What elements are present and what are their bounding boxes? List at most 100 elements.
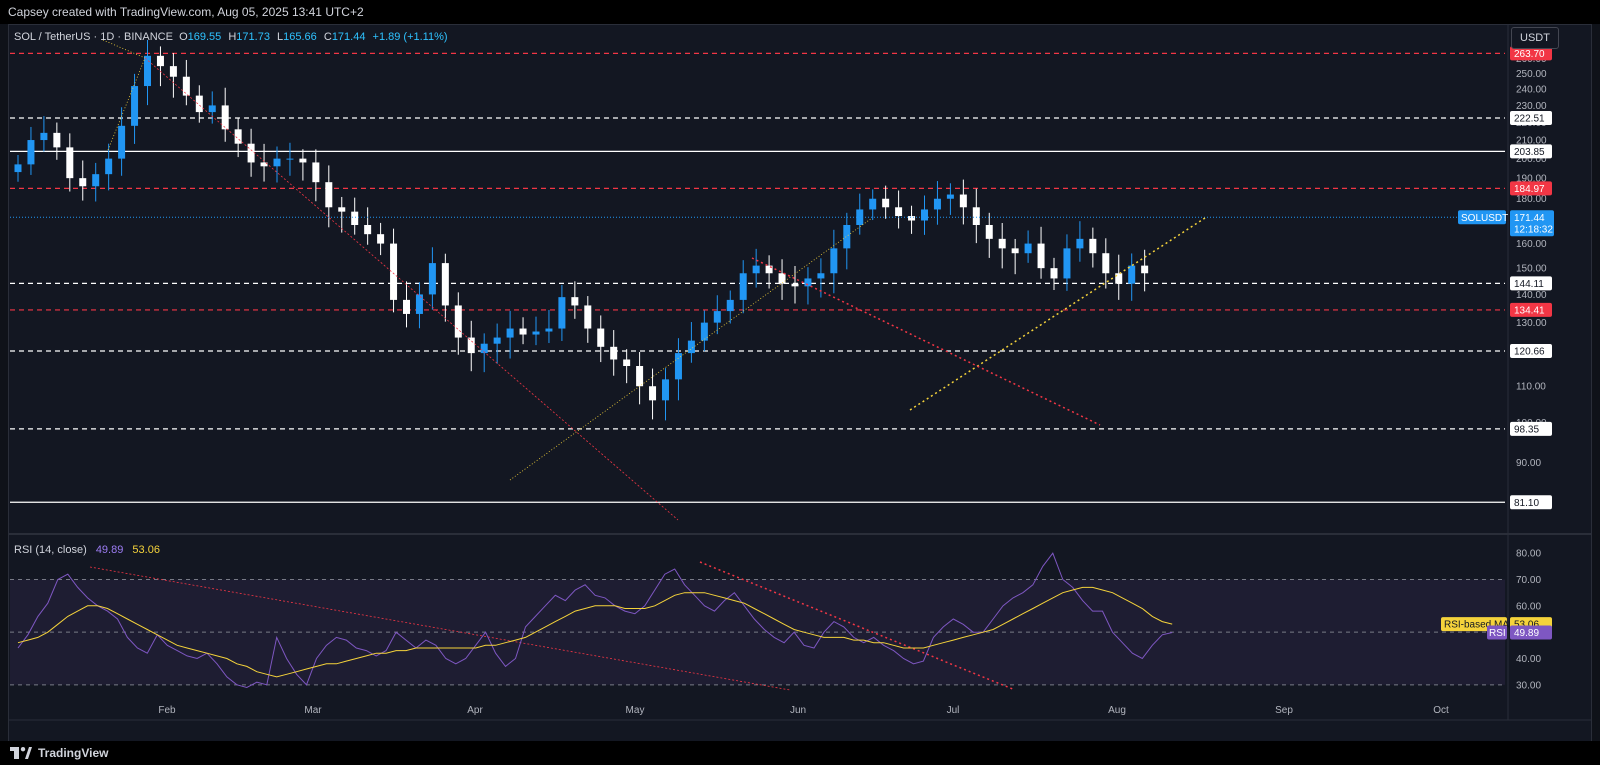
candle-body <box>623 359 631 367</box>
downtrend-line[interactable] <box>144 57 679 521</box>
close-label: C <box>323 31 332 43</box>
price-tag-label: 203.85 <box>1514 147 1545 158</box>
countdown-label: 12:18:32 <box>1514 224 1553 235</box>
candle-body <box>273 158 281 167</box>
time-tick-label: Feb <box>158 705 176 716</box>
candle-body <box>985 225 993 239</box>
candle-body <box>480 343 488 354</box>
rsi-value-tag <box>1510 625 1552 640</box>
time-tick-label: Oct <box>1433 705 1449 716</box>
candle-body <box>713 311 721 323</box>
candle-body <box>1050 268 1058 279</box>
candle-body <box>118 125 126 159</box>
candle-body <box>545 328 553 332</box>
candle-body <box>234 129 242 144</box>
candle-body <box>377 234 385 244</box>
candle-body <box>1115 273 1123 284</box>
candle-body <box>53 132 61 148</box>
candle-body <box>428 263 436 295</box>
price-tag-box <box>1510 144 1552 159</box>
price-tick-label: 190.00 <box>1516 174 1547 185</box>
candle-body <box>843 225 851 249</box>
rsi-downtrend-line[interactable] <box>699 561 1016 691</box>
candle-body <box>182 76 190 96</box>
candle-body <box>1076 238 1084 249</box>
price-tag-box <box>1510 495 1552 510</box>
candle-body <box>817 273 825 279</box>
open-label: O <box>179 31 188 43</box>
candle-body <box>208 105 216 113</box>
candle-body <box>1063 248 1071 279</box>
candle-body <box>778 273 786 284</box>
rsi-tick-label: 30.00 <box>1516 680 1541 691</box>
price-tick-label: 150.00 <box>1516 264 1547 275</box>
rsi-value-label: 49.89 <box>1514 628 1539 639</box>
rsi-ma-value: 53.06 <box>132 544 160 556</box>
open-value: 169.55 <box>187 31 222 43</box>
price-tag-label: 120.66 <box>1514 347 1545 358</box>
rsi-ma-line[interactable] <box>17 586 1173 678</box>
top-caption-bar: Capsey created with TradingView.com, Aug… <box>0 0 1600 24</box>
caption-text: Capsey created with TradingView.com, Aug… <box>8 5 364 19</box>
brand-name: TradingView <box>38 746 109 760</box>
price-tag-box <box>1510 46 1552 61</box>
wedge-line[interactable] <box>107 57 146 151</box>
candle-body <box>558 297 566 329</box>
tradingview-logo[interactable]: TradingView <box>10 741 108 765</box>
candle-body <box>79 178 87 187</box>
candle-body <box>169 66 177 77</box>
candle-body <box>726 299 734 312</box>
candle-body <box>415 294 423 314</box>
candle-body <box>895 207 903 217</box>
price-tick-label: 250.00 <box>1516 69 1547 80</box>
candle-body <box>27 140 35 165</box>
uptrend-line[interactable] <box>909 217 1206 411</box>
rsi-downtrend-line[interactable] <box>89 566 791 691</box>
downtrend-line[interactable] <box>751 257 1101 426</box>
candle-body <box>351 211 359 226</box>
rsi-indicator-name[interactable]: RSI (14, close) <box>14 544 87 556</box>
candle-body <box>441 263 449 306</box>
price-tag-label: 98.35 <box>1514 424 1539 435</box>
price-tick-label: 110.00 <box>1516 382 1546 393</box>
candle-body <box>584 305 592 329</box>
low-value: 165.66 <box>283 31 317 43</box>
close-value: 171.44 <box>331 31 366 43</box>
chart-frame[interactable] <box>8 24 1592 757</box>
price-tag-label: 222.51 <box>1514 114 1545 125</box>
uptrend-line[interactable] <box>509 217 873 481</box>
candle-body <box>403 299 410 314</box>
time-tick-label: Sep <box>1275 705 1293 716</box>
candle-body <box>700 322 708 341</box>
candle-body <box>830 248 838 274</box>
candle-body <box>946 194 954 199</box>
candle-body <box>506 328 514 338</box>
candle-body <box>571 297 579 306</box>
candle-body <box>636 366 644 387</box>
price-tick-label: 180.00 <box>1516 194 1547 205</box>
candle-body <box>791 283 799 287</box>
symbol-tag-label: SOLUSDT <box>1461 213 1508 224</box>
rsi-tick-label: 60.00 <box>1516 601 1541 612</box>
candle-body <box>765 265 773 274</box>
symbol-label[interactable]: SOL / TetherUS · 1D · BINANCE <box>14 31 173 43</box>
price-tag-box <box>1510 344 1552 359</box>
price-tag-box <box>1510 111 1552 126</box>
high-value: 171.73 <box>236 31 270 43</box>
price-tick-label: 240.00 <box>1516 85 1547 96</box>
candle-body <box>649 386 657 401</box>
price-tag-label: 134.41 <box>1514 305 1545 316</box>
time-tick-label: Aug <box>1108 705 1126 716</box>
time-tick-label: May <box>626 705 645 716</box>
time-tick-label: Jun <box>790 705 806 716</box>
candle-body <box>662 379 669 401</box>
rsi-tick-label: 70.00 <box>1516 575 1541 586</box>
bottom-brand-bar: TradingView <box>0 741 1600 765</box>
candle-body <box>882 198 890 208</box>
rsi-line[interactable] <box>17 552 1173 689</box>
currency-button[interactable]: USDT <box>1511 27 1559 49</box>
rsi-legend: RSI (14, close) 49.89 53.06 <box>14 541 160 559</box>
candle-body <box>597 328 605 347</box>
candle-body <box>959 194 967 208</box>
